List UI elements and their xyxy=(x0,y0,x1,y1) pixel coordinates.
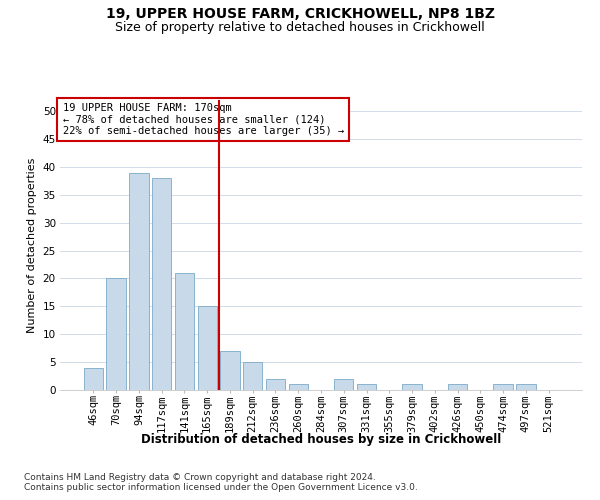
Bar xyxy=(357,384,376,390)
Bar xyxy=(84,368,103,390)
Text: 19, UPPER HOUSE FARM, CRICKHOWELL, NP8 1BZ: 19, UPPER HOUSE FARM, CRICKHOWELL, NP8 1… xyxy=(106,8,494,22)
Text: Distribution of detached houses by size in Crickhowell: Distribution of detached houses by size … xyxy=(141,432,501,446)
Bar xyxy=(516,384,536,390)
Bar xyxy=(334,379,353,390)
Bar xyxy=(266,379,285,390)
Bar xyxy=(220,351,239,390)
Bar xyxy=(152,178,172,390)
Bar xyxy=(106,278,126,390)
Text: Contains public sector information licensed under the Open Government Licence v3: Contains public sector information licen… xyxy=(24,482,418,492)
Bar xyxy=(243,362,262,390)
Bar xyxy=(197,306,217,390)
Y-axis label: Number of detached properties: Number of detached properties xyxy=(27,158,37,332)
Bar xyxy=(289,384,308,390)
Bar xyxy=(403,384,422,390)
Bar xyxy=(129,172,149,390)
Bar xyxy=(448,384,467,390)
Text: Size of property relative to detached houses in Crickhowell: Size of property relative to detached ho… xyxy=(115,21,485,34)
Text: 19 UPPER HOUSE FARM: 170sqm
← 78% of detached houses are smaller (124)
22% of se: 19 UPPER HOUSE FARM: 170sqm ← 78% of det… xyxy=(62,103,344,136)
Text: Contains HM Land Registry data © Crown copyright and database right 2024.: Contains HM Land Registry data © Crown c… xyxy=(24,472,376,482)
Bar xyxy=(175,273,194,390)
Bar xyxy=(493,384,513,390)
